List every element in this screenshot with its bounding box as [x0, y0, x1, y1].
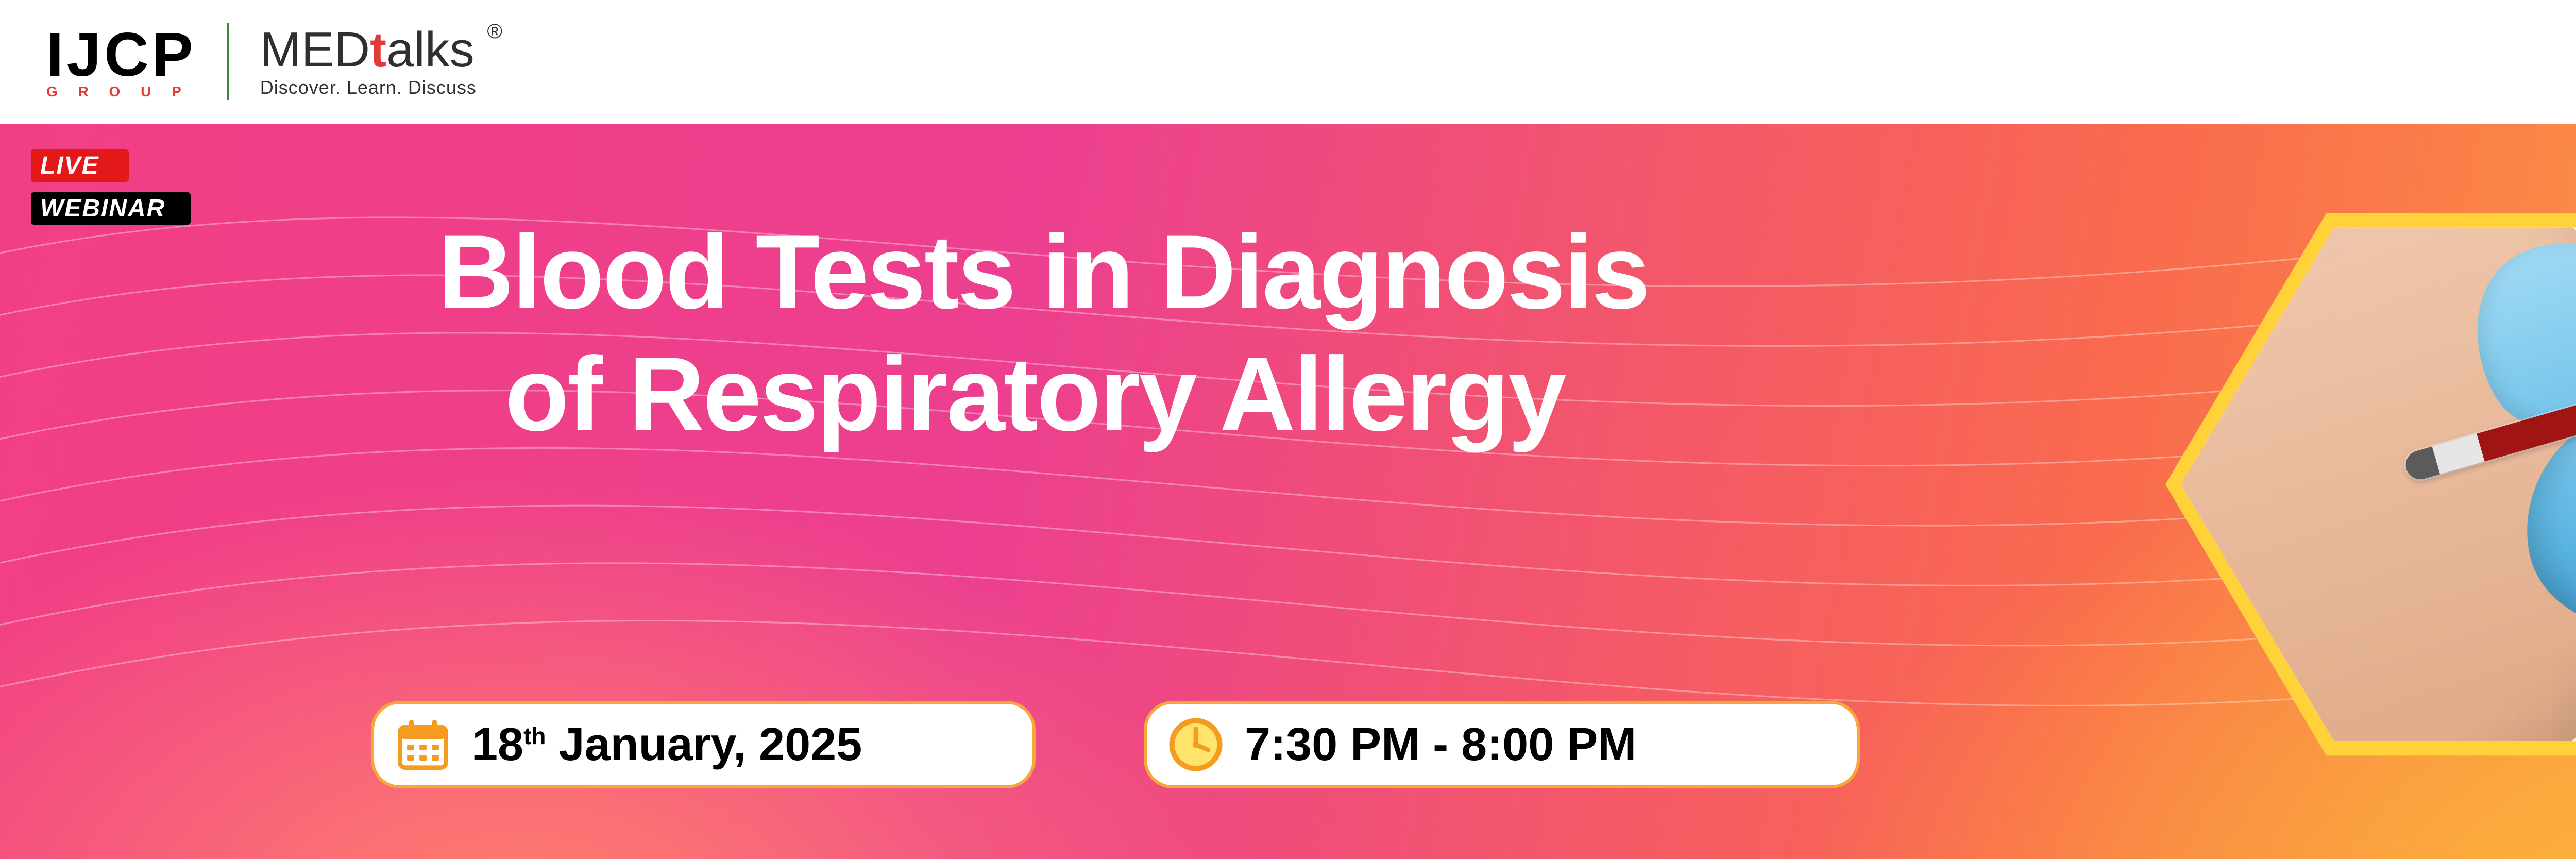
- badges: LIVE WEBINAR: [31, 149, 191, 225]
- banner: LIVE WEBINAR Blood Tests in Diagnosis of…: [0, 124, 2576, 859]
- blood-draw-photo: [2181, 211, 2576, 757]
- date-day: 18: [472, 719, 523, 770]
- medtalks-logo: MEDtalks ® Discover. Learn. Discuss: [260, 25, 477, 98]
- ijcp-logo-sub: G R O U P: [46, 83, 190, 100]
- date-ordinal: th: [523, 722, 546, 749]
- webinar-title: Blood Tests in Diagnosis of Respiratory …: [438, 211, 1984, 455]
- registered-mark: ®: [487, 20, 502, 43]
- medtalks-tagline: Discover. Learn. Discuss: [260, 77, 477, 98]
- logo-divider: [227, 23, 229, 100]
- hero-image-hexagon: [2165, 196, 2576, 773]
- calendar-icon: [395, 716, 451, 773]
- medtalks-logo-text: MEDtalks: [260, 25, 474, 75]
- date-pill: 18th January, 2025: [371, 701, 1036, 788]
- info-pills: 18th January, 2025 7:30 PM - 8:00 PM: [371, 701, 1860, 788]
- time-text: 7:30 PM - 8:00 PM: [1245, 718, 1636, 771]
- title-line-2: of Respiratory Allergy: [438, 333, 1984, 456]
- clock-icon: [1167, 716, 1224, 773]
- webinar-banner-page: IJCP G R O U P MEDtalks ® Discover. Lear…: [0, 0, 2576, 859]
- date-rest: January, 2025: [546, 719, 862, 770]
- ijcp-logo-text: IJCP: [46, 24, 196, 86]
- date-text: 18th January, 2025: [472, 718, 862, 771]
- title-line-1: Blood Tests in Diagnosis: [438, 213, 1649, 331]
- webinar-badge: WEBINAR: [31, 192, 191, 225]
- logo-strip: IJCP G R O U P MEDtalks ® Discover. Lear…: [0, 0, 2576, 124]
- time-pill: 7:30 PM - 8:00 PM: [1144, 701, 1860, 788]
- ijcp-logo: IJCP G R O U P: [46, 24, 196, 100]
- live-badge: LIVE: [31, 149, 129, 182]
